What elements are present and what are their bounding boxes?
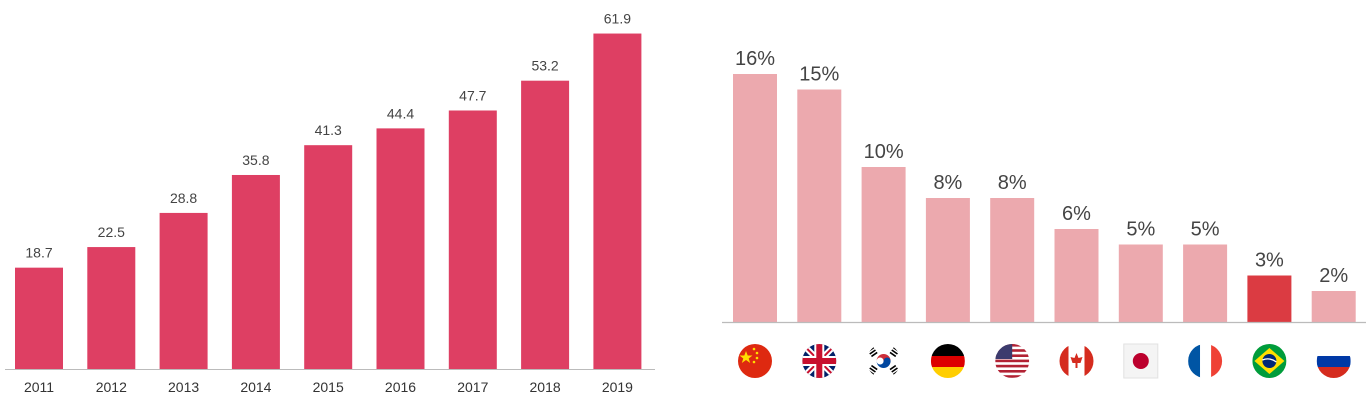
bar-2018 — [521, 80, 570, 370]
bar-china — [733, 74, 777, 322]
bar-2016 — [376, 128, 425, 369]
value-label: 15% — [799, 64, 839, 86]
value-label: 53.2 — [531, 58, 558, 74]
bar-germany — [925, 198, 970, 322]
value-label: 6% — [1062, 203, 1091, 225]
country-share-bar-chart: 16% 15% 10% 8% 8% 6% 5% 5% 3% 2% — [722, 48, 1366, 379]
bar-2019 — [593, 33, 642, 370]
value-label: 3% — [1255, 250, 1284, 272]
flag-canada-icon — [1059, 344, 1094, 378]
x-tick-label: 2017 — [457, 379, 488, 395]
bar-canada — [1054, 229, 1099, 322]
value-label: 22.5 — [98, 224, 125, 240]
yearly-bar-chart: 18.7 2011 22.5 2012 28.8 2013 35.8 2014 41.3 2015… — [5, 11, 655, 395]
value-label: 41.3 — [315, 122, 342, 138]
value-label: 8% — [998, 172, 1027, 194]
flag-south-korea-icon — [866, 344, 901, 378]
x-tick-label: 2011 — [24, 379, 54, 395]
value-label: 28.8 — [170, 190, 197, 206]
x-tick-label: 2018 — [530, 379, 561, 395]
x-tick-label: 2016 — [385, 379, 416, 395]
bar-2012 — [87, 247, 136, 369]
x-tick-label: 2014 — [240, 379, 271, 395]
bar-japan — [1118, 244, 1163, 322]
value-label: 5% — [1191, 219, 1220, 241]
flag-usa-icon — [995, 344, 1030, 378]
bar-2014 — [231, 174, 280, 369]
value-label: 44.4 — [387, 105, 414, 121]
flag-uk-icon — [802, 344, 837, 378]
value-label: 47.7 — [459, 87, 486, 103]
bar-united-kingdom — [797, 89, 842, 322]
value-label: 35.8 — [242, 152, 269, 168]
x-tick-label: 2012 — [96, 379, 127, 395]
value-label: 61.9 — [604, 11, 631, 27]
flag-japan-icon — [1123, 343, 1159, 379]
x-tick-label: 2013 — [168, 379, 199, 395]
bar-united-states — [990, 198, 1035, 322]
flag-germany-icon — [930, 344, 965, 378]
bar-south-korea — [861, 167, 906, 322]
bar-russia — [1311, 291, 1356, 322]
value-label: 10% — [864, 141, 904, 163]
flag-china-icon — [738, 344, 772, 378]
flag-russia-icon — [1316, 344, 1351, 378]
bar-2013 — [159, 212, 208, 369]
bar-2015 — [304, 145, 353, 369]
bar-2011 — [15, 267, 63, 369]
value-label: 18.7 — [25, 245, 52, 261]
bar-france — [1183, 244, 1228, 322]
value-label: 16% — [735, 48, 775, 70]
x-tick-label: 2015 — [313, 379, 344, 395]
flag-brazil-icon — [1252, 344, 1287, 378]
value-label: 8% — [933, 172, 962, 194]
x-tick-label: 2019 — [602, 379, 633, 395]
flag-france-icon — [1188, 344, 1223, 378]
bar-2017 — [448, 110, 497, 370]
value-label: 5% — [1126, 219, 1155, 241]
bar-brazil — [1247, 275, 1292, 322]
value-label: 2% — [1319, 265, 1348, 287]
